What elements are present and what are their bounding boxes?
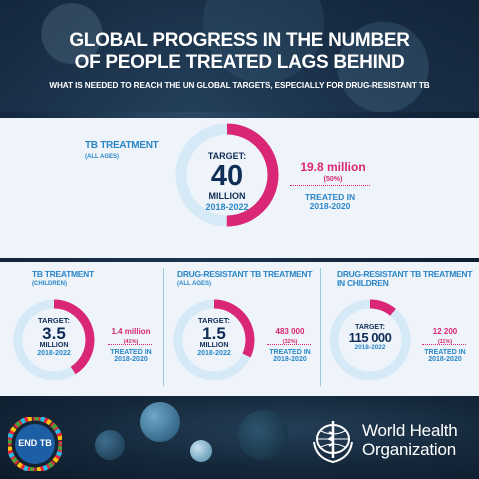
ring-progress-arc bbox=[329, 299, 411, 381]
dr-tb-children-title-1: DRUG-RESISTANT TB TREATMENT bbox=[337, 269, 473, 279]
treated-years: 2018-2020 bbox=[273, 356, 307, 364]
treated-in-label: TREATED IN bbox=[424, 349, 466, 356]
ring-progress-arc bbox=[175, 123, 279, 227]
treated-percent: (50%) bbox=[323, 175, 343, 183]
target-years: 2018-2022 bbox=[205, 202, 249, 212]
target-number: 115 000 bbox=[348, 330, 392, 345]
who-emblem-icon bbox=[313, 421, 353, 464]
dr-tb-treated-value: 483 000 (32%) bbox=[264, 321, 316, 345]
tb-all-treated-value: 19.8 million (50%) bbox=[288, 158, 378, 183]
treated-years: 2018-2020 bbox=[428, 356, 462, 364]
decorative-bubble bbox=[190, 440, 212, 462]
dr-tb-target: TARGET: 1.5 MILLION 2018-2022 bbox=[179, 317, 249, 357]
dr-tb-children-target: TARGET: 115 000 2018-2022 bbox=[335, 324, 405, 352]
ring-progress-arc bbox=[173, 299, 255, 381]
decorative-bubble bbox=[140, 402, 180, 442]
treated-in-label: TREATED IN bbox=[304, 192, 356, 202]
target-unit: MILLION bbox=[199, 341, 229, 349]
tb-children-progress-ring bbox=[13, 299, 95, 381]
target-label: TARGET: bbox=[38, 316, 70, 325]
divider-1 bbox=[163, 268, 164, 386]
target-years: 2018-2022 bbox=[37, 349, 71, 357]
tb-children-sublabel: (CHILDREN) bbox=[32, 280, 67, 287]
tb-all-label: TB TREATMENT (ALL AGES) bbox=[85, 140, 159, 160]
ring-progress-arc bbox=[13, 299, 95, 381]
tb-children-label: TB TREATMENT (CHILDREN) bbox=[32, 270, 94, 287]
tb-children-treated-value: 1.4 million (41%) bbox=[105, 321, 157, 345]
treated-in-label: TREATED IN bbox=[269, 349, 311, 356]
target-years: 2018-2022 bbox=[354, 344, 386, 351]
subtitle: WHAT IS NEEDED TO REACH THE UN GLOBAL TA… bbox=[49, 81, 430, 90]
dr-tb-sublabel: (ALL AGES) bbox=[177, 280, 211, 287]
dr-tb-children-dotted-separator bbox=[422, 344, 466, 345]
dr-tb-children-progress-ring bbox=[329, 299, 411, 381]
who-name-line-1: World Health bbox=[362, 421, 458, 440]
dr-tb-treated-label: TREATED IN 2018-2020 bbox=[265, 349, 315, 364]
tb-all-target: TARGET: 40 MILLION 2018-2022 bbox=[187, 152, 267, 212]
tb-children-treated-label: TREATED IN 2018-2020 bbox=[106, 349, 156, 364]
dr-tb-children-treated-value: 12 200 (11%) bbox=[419, 321, 471, 345]
dr-tb-title: DRUG-RESISTANT TB TREATMENT bbox=[177, 269, 313, 279]
who-name: World Health Organization bbox=[362, 421, 458, 459]
title-line-1: GLOBAL PROGRESS IN THE NUMBER bbox=[69, 30, 410, 51]
treated-value: 12 200 bbox=[432, 327, 458, 336]
who-name-line-2: Organization bbox=[362, 440, 456, 459]
target-years: 2018-2022 bbox=[197, 349, 231, 357]
header-banner bbox=[0, 0, 479, 112]
target-number: 3.5 bbox=[42, 323, 66, 343]
divider-2 bbox=[320, 268, 321, 386]
treated-in-label: TREATED IN bbox=[110, 349, 152, 356]
tb-all-sublabel: (ALL AGES) bbox=[85, 153, 119, 160]
panel-tb-all-ages bbox=[0, 118, 479, 258]
target-label: TARGET: bbox=[207, 151, 247, 161]
target-number: 40 bbox=[210, 160, 244, 192]
dr-tb-label: DRUG-RESISTANT TB TREATMENT (ALL AGES) bbox=[177, 270, 312, 287]
bottom-panel bbox=[0, 262, 479, 396]
treated-value: 483 000 bbox=[275, 327, 305, 336]
treated-years: 2018-2020 bbox=[309, 200, 351, 211]
treated-years: 2018-2020 bbox=[114, 356, 148, 364]
treated-percent: (32%) bbox=[282, 338, 298, 345]
treated-percent: (11%) bbox=[437, 338, 453, 345]
target-unit: MILLION bbox=[208, 191, 246, 201]
target-label: TARGET: bbox=[198, 316, 230, 325]
decorative-bubble bbox=[95, 430, 125, 460]
tb-all-progress-ring bbox=[175, 123, 279, 227]
tb-children-dotted-separator bbox=[108, 344, 152, 345]
dr-tb-children-label: DRUG-RESISTANT TB TREATMENT IN CHILDREN bbox=[337, 270, 472, 288]
dr-tb-dotted-separator bbox=[267, 344, 311, 345]
dr-tb-children-title-2: IN CHILDREN bbox=[337, 277, 389, 288]
header-background-texture bbox=[0, 0, 479, 112]
end-tb-logo bbox=[8, 417, 62, 471]
tb-all-dotted-separator bbox=[290, 185, 370, 186]
treated-value: 1.4 million bbox=[111, 327, 151, 336]
sdg-color-wheel-icon bbox=[8, 417, 62, 471]
target-number: 1.5 bbox=[202, 323, 226, 343]
tb-all-title: TB TREATMENT bbox=[85, 140, 159, 151]
tb-all-treated-label: TREATED IN 2018-2020 bbox=[293, 193, 367, 211]
treated-percent: (41%) bbox=[123, 338, 139, 345]
tb-children-target: TARGET: 3.5 MILLION 2018-2022 bbox=[19, 317, 89, 357]
dr-tb-progress-ring bbox=[173, 299, 255, 381]
tb-children-title: TB TREATMENT bbox=[32, 269, 94, 279]
title-line-2: OF PEOPLE TREATED LAGS BEHIND bbox=[74, 52, 405, 73]
target-label: TARGET: bbox=[355, 324, 385, 331]
decorative-bubble bbox=[238, 410, 288, 460]
end-tb-logo-text: END TB bbox=[18, 438, 52, 448]
treated-value: 19.8 million bbox=[300, 160, 366, 174]
target-unit: MILLION bbox=[39, 341, 69, 349]
dr-tb-children-treated-label: TREATED IN 2018-2020 bbox=[420, 349, 470, 364]
